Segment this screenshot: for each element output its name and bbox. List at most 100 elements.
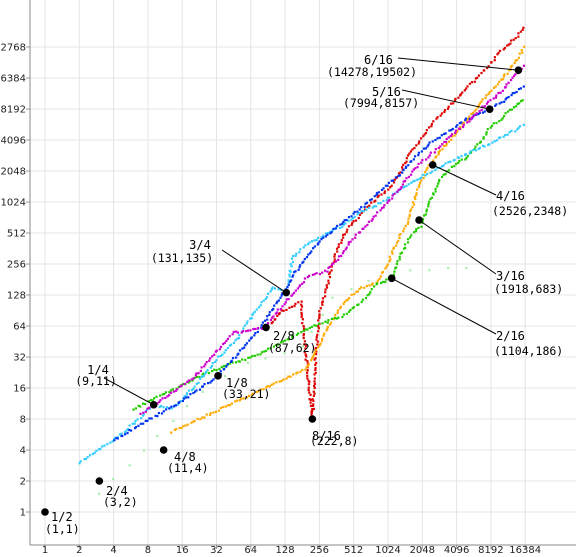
- series-point: [402, 168, 405, 171]
- series-point: [173, 428, 176, 432]
- series-point: [142, 413, 145, 416]
- series-point: [234, 361, 238, 364]
- series-point: [418, 183, 421, 186]
- series-point: [393, 178, 396, 181]
- x-tick-label: 8: [145, 545, 151, 556]
- series-point: [228, 344, 232, 347]
- series-point: [475, 108, 478, 111]
- series-point: [465, 118, 469, 122]
- series-point: [291, 336, 294, 339]
- series-point: [303, 351, 306, 354]
- x-tick-labels: 1 2 4 8 16 32 64 128 256 512 1024 2048 4096 8192 16384: [42, 545, 541, 556]
- series-point: [283, 303, 286, 306]
- series-point: [402, 247, 406, 250]
- series-point: [425, 158, 428, 161]
- highlighted-point-2-4: 2/4(3,2): [95, 477, 138, 509]
- series-point: [194, 374, 197, 377]
- series-point: [349, 240, 352, 243]
- highlight-dot: [415, 216, 423, 224]
- series-point: [211, 362, 214, 365]
- series-point: [79, 460, 82, 463]
- series-point: [297, 268, 300, 271]
- series-point: [307, 383, 311, 386]
- series-point: [514, 130, 517, 133]
- series-point: [419, 137, 423, 140]
- series-point: [313, 392, 316, 395]
- series-point: [268, 385, 271, 388]
- series-point: [474, 149, 478, 152]
- series-point: [427, 205, 430, 208]
- series-point: [276, 300, 279, 303]
- series-point: [228, 335, 231, 338]
- series-point: [302, 329, 305, 332]
- series-point: [386, 196, 389, 199]
- series-point: [511, 92, 514, 95]
- series-point: [114, 437, 117, 440]
- series-point: [383, 190, 387, 193]
- series-point: [84, 457, 88, 460]
- series-point: [435, 155, 438, 158]
- series-point: [344, 248, 347, 251]
- series-point: [416, 166, 419, 169]
- series-point: [310, 330, 313, 333]
- series-point: [417, 142, 420, 145]
- series-point: [257, 306, 261, 309]
- series-point: [426, 172, 429, 176]
- series-point: [205, 360, 208, 364]
- series-point: [159, 399, 162, 402]
- series-point: [379, 202, 382, 205]
- series-point: [477, 74, 480, 77]
- series-point: [324, 288, 327, 291]
- series-point: [178, 427, 181, 430]
- series-point: [379, 275, 383, 278]
- series-point: [306, 374, 309, 377]
- series-point: [501, 89, 504, 92]
- series-point: [380, 207, 384, 210]
- series-point: [312, 247, 315, 250]
- series-point: [237, 352, 240, 355]
- series-point: [365, 284, 369, 288]
- series-point: [292, 373, 295, 376]
- series-point: [190, 388, 194, 392]
- series-point: [308, 398, 311, 401]
- series-point: [254, 332, 257, 335]
- series-point: [443, 132, 446, 136]
- series-point: [340, 254, 343, 258]
- highlight-dot: [159, 446, 168, 454]
- series-point: [301, 318, 304, 321]
- x-tick-label: 4: [110, 545, 116, 556]
- series-point: [139, 405, 142, 408]
- series-point: [299, 248, 302, 251]
- series-point: [399, 252, 402, 255]
- series-point: [183, 395, 186, 398]
- series-point: [498, 80, 501, 83]
- series-point: [492, 86, 496, 90]
- series-point: [313, 353, 316, 356]
- series-point: [507, 95, 510, 99]
- series-point: [328, 271, 332, 274]
- series-point: [367, 206, 371, 209]
- series-point: [202, 375, 205, 378]
- series-point: [308, 241, 311, 244]
- series-point: [481, 105, 484, 108]
- series-point: [186, 380, 189, 383]
- y-tick-label: 1: [20, 508, 26, 519]
- series-point: [427, 126, 431, 129]
- series-point: [498, 102, 501, 105]
- series-point: [268, 311, 271, 314]
- series-point: [480, 108, 483, 112]
- series-point: [215, 349, 218, 352]
- series-point: [299, 370, 302, 373]
- series-point: [295, 252, 298, 255]
- series-point: [319, 307, 322, 310]
- series-point: [370, 288, 373, 291]
- series-point: [252, 312, 255, 315]
- series-point: [316, 343, 319, 346]
- series-point: [196, 417, 199, 420]
- series-point: [380, 188, 384, 192]
- coordinate-label: (14278,19502): [327, 65, 417, 79]
- series-point: [397, 174, 400, 178]
- series-point: [312, 394, 316, 397]
- series-point: [356, 290, 360, 293]
- series-point: [296, 287, 300, 290]
